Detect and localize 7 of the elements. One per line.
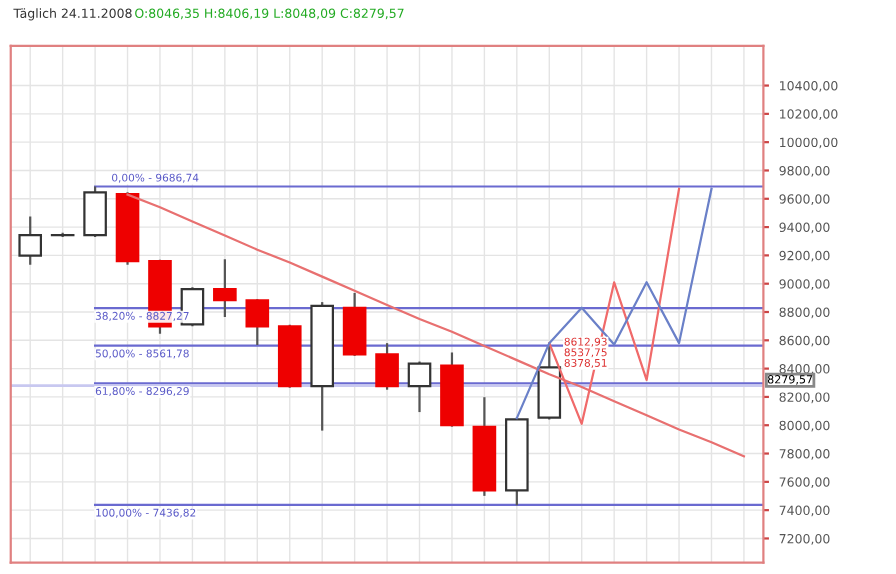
candlestick — [245, 298, 270, 347]
candlestick — [83, 185, 107, 239]
candlestick — [213, 258, 237, 319]
candlestick — [407, 360, 432, 414]
candlestick — [18, 215, 43, 266]
candlestick — [342, 291, 367, 357]
candlestick — [375, 342, 399, 391]
